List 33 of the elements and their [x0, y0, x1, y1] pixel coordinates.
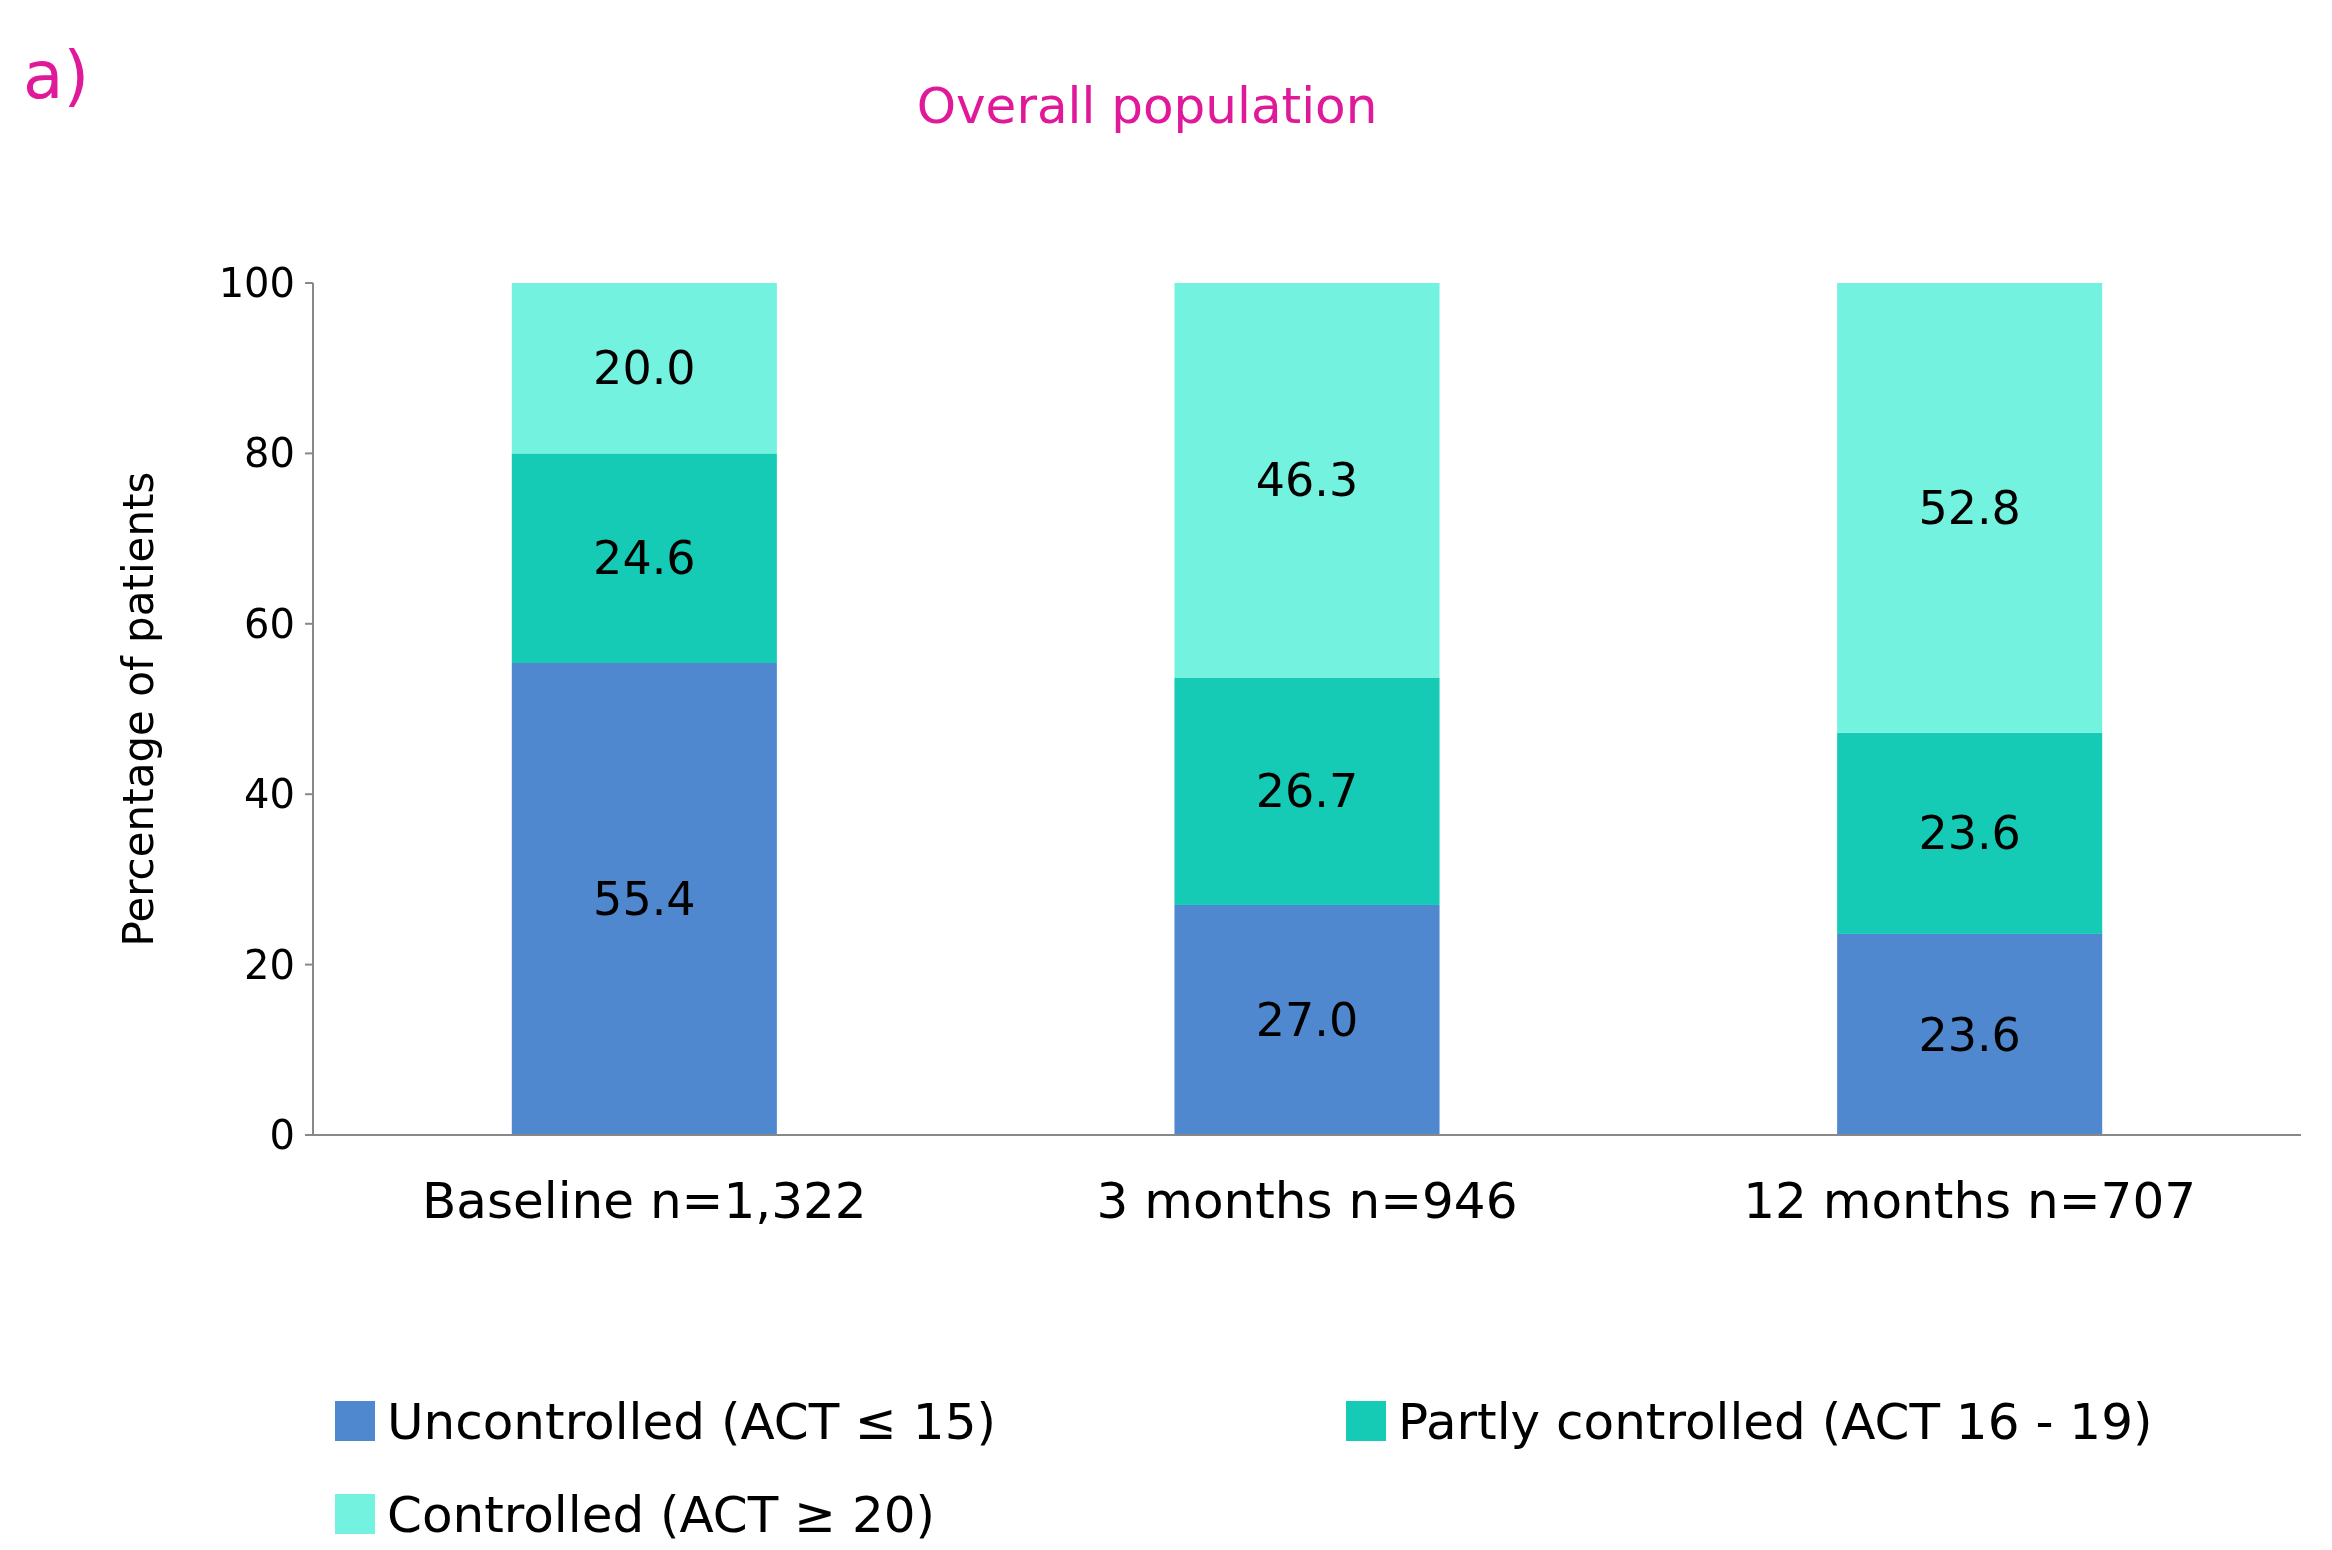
legend-label: Uncontrolled (ACT ≤ 15) — [387, 1392, 996, 1451]
data-label: 23.6 — [1918, 806, 2021, 861]
bar — [511, 283, 777, 454]
x-tick-label: 3 months n=946 — [1096, 1172, 1518, 1230]
text: a) — [23, 37, 90, 114]
data-label: 24.6 — [593, 531, 696, 586]
bar — [1174, 677, 1440, 905]
x-tick-label: 12 months n=707 — [1743, 1172, 2197, 1230]
bar — [511, 662, 777, 1135]
data-label: 55.4 — [593, 872, 696, 927]
y-tick-label: 40 — [244, 771, 295, 818]
data-label: 52.8 — [1918, 481, 2021, 536]
y-axis-title: Percentage of patients — [114, 471, 163, 947]
x-tick-label: Baseline n=1,322 — [422, 1172, 867, 1230]
y-tick-label: 20 — [244, 941, 295, 988]
data-label: 46.3 — [1255, 453, 1359, 508]
chart-title: Overall population — [916, 77, 1378, 135]
bar — [1837, 933, 2103, 1135]
bar — [1837, 283, 2103, 733]
bar — [1837, 732, 2103, 934]
legend-label: Partly controlled (ACT 16 - 19) — [1398, 1392, 2153, 1451]
data-label: 23.6 — [1918, 1007, 2021, 1062]
bar — [1174, 904, 1440, 1135]
data-label: 26.7 — [1255, 764, 1359, 819]
bar — [1174, 283, 1440, 678]
legend-label: Controlled (ACT ≥ 20) — [387, 1485, 936, 1544]
y-tick-label: 80 — [244, 430, 295, 477]
y-tick-label: 60 — [244, 600, 295, 647]
y-tick-label: 100 — [218, 260, 295, 306]
data-label: 20.0 — [593, 341, 696, 396]
data-label: 27.0 — [1255, 993, 1359, 1048]
y-tick-label: 0 — [269, 1112, 295, 1158]
bar — [511, 453, 777, 663]
